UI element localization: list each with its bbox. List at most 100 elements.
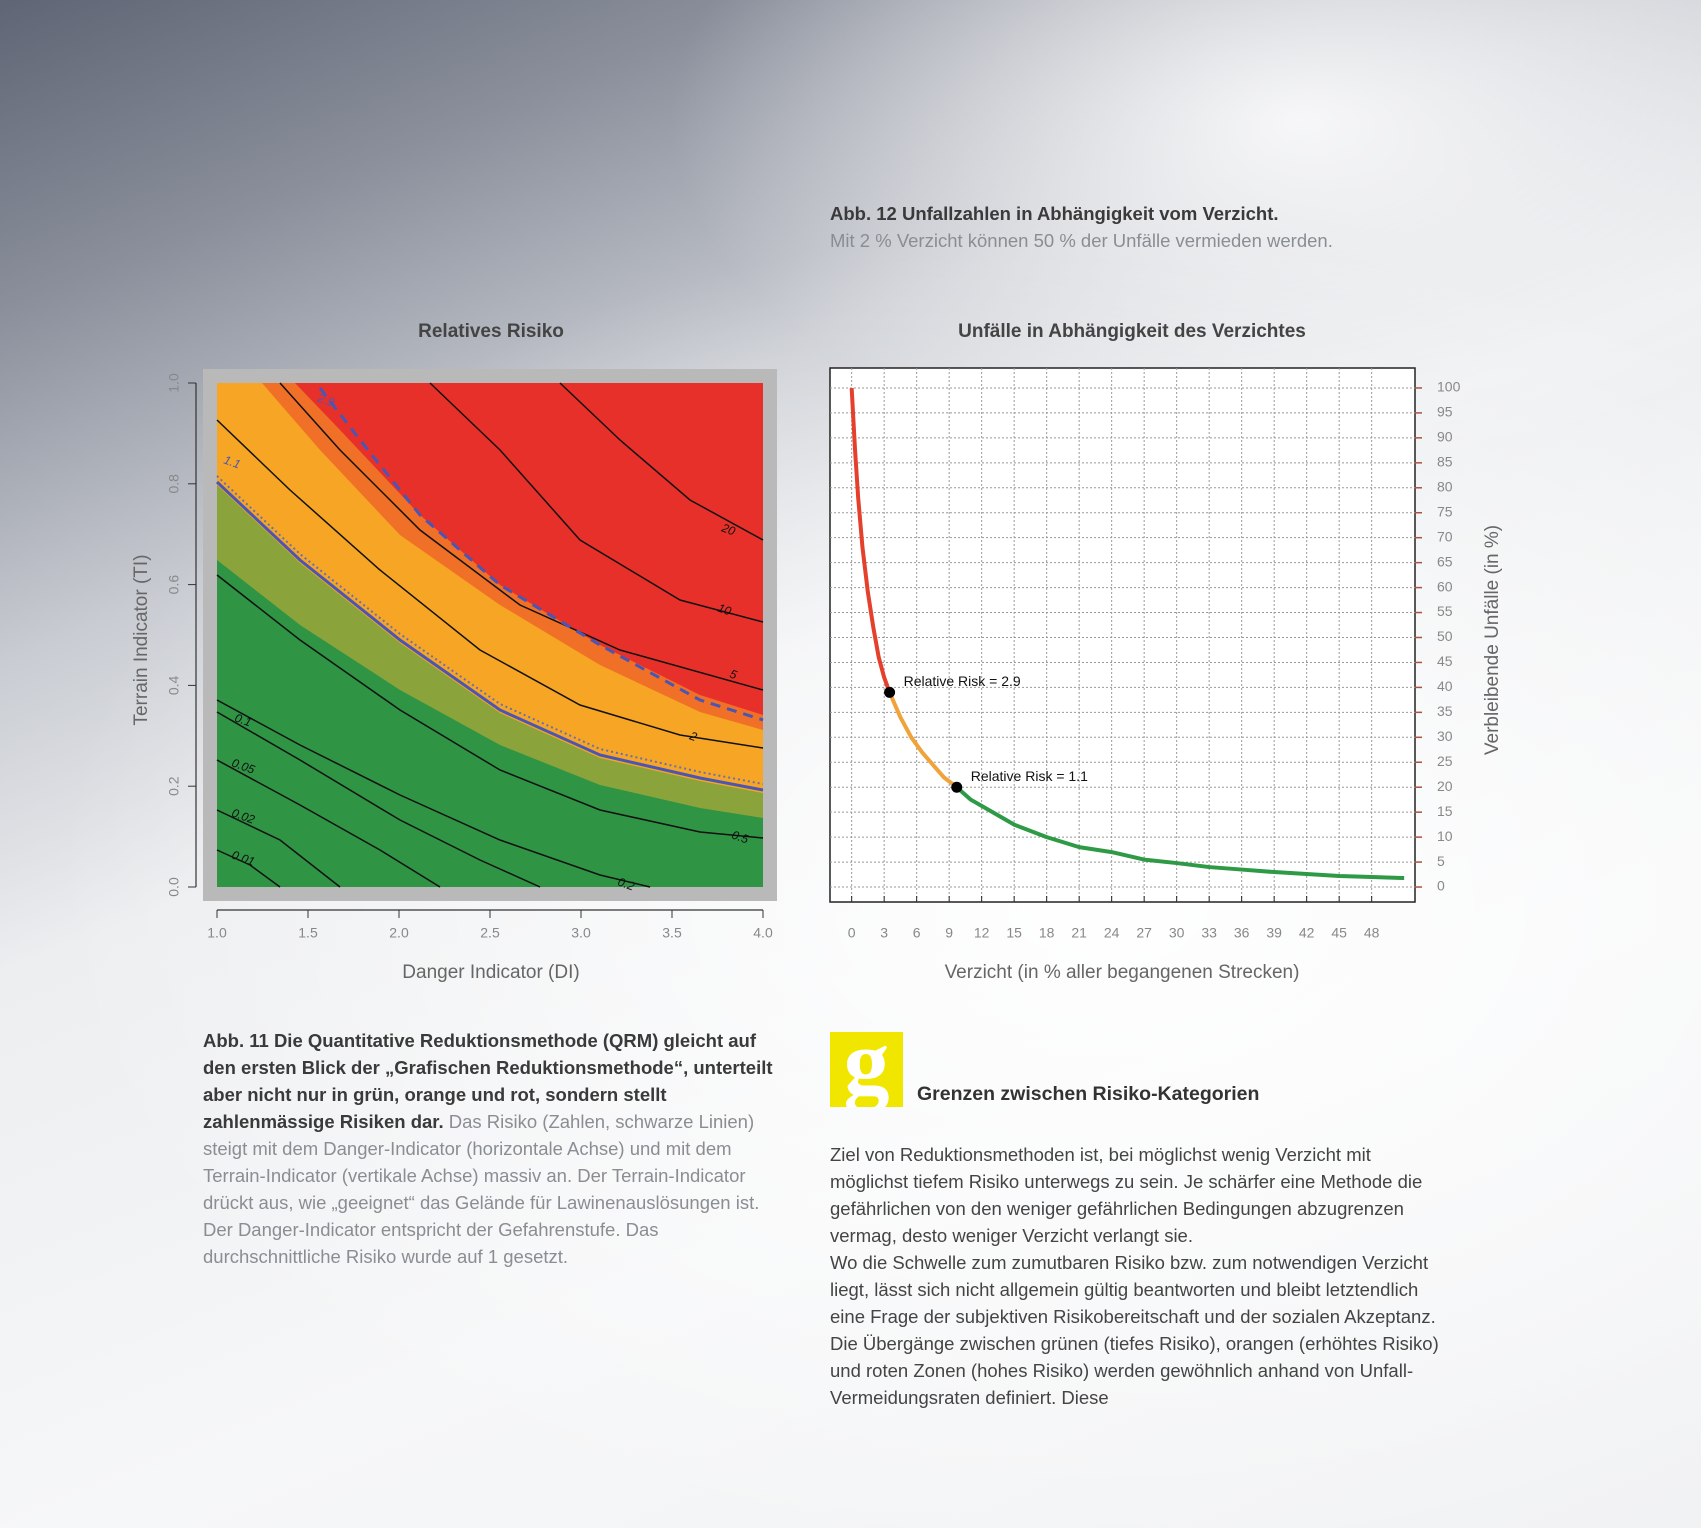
y-tick-label: 75: [1437, 503, 1453, 519]
contour-line: [216, 759, 441, 888]
y-tick-label: 5: [1437, 853, 1445, 869]
y-tick-label: 60: [1437, 578, 1453, 594]
contour-label: 0.1: [233, 711, 253, 730]
contour-label: 20: [719, 520, 738, 538]
contour-line: [216, 419, 764, 749]
contour-line: [216, 699, 651, 888]
x-tick-label: 36: [1234, 925, 1250, 941]
x-tick-label: 42: [1299, 925, 1315, 941]
x-tick-label: 6: [913, 925, 921, 941]
caption-label: Abb. 12 Unfallzahlen in Abhängigkeit vom…: [830, 203, 1279, 224]
x-tick-label: 0: [848, 925, 856, 941]
contour-line: [279, 382, 764, 691]
contour-line: [429, 382, 764, 623]
x-axis-label: Verzicht (in % aller begangenen Strecken…: [945, 962, 1300, 983]
y-tick-label: 45: [1437, 653, 1453, 669]
contour-label: 5: [728, 667, 739, 683]
contour-label: 2.9: [315, 390, 337, 409]
x-tick-label: 15: [1006, 925, 1022, 941]
x-tick-label: 27: [1136, 925, 1152, 941]
contour-line-dotted: [216, 475, 764, 785]
annotation-point: [884, 686, 896, 698]
y-tick-label: 50: [1437, 628, 1453, 644]
section-heading: Grenzen zwischen Risiko-Kategorien: [917, 1083, 1260, 1105]
contour-label: 1.1: [222, 453, 242, 472]
x-tick-label: 18: [1039, 925, 1055, 941]
contour-line: [559, 382, 764, 541]
y-tick-label: 15: [1437, 803, 1453, 819]
annotation-label: Relative Risk = 1.1: [971, 768, 1088, 784]
y-tick-label: 0.2: [166, 776, 182, 796]
y-tick-label: 35: [1437, 703, 1453, 719]
contour-line: [216, 711, 541, 888]
paragraph: Ziel von Reduktionsmethoden ist, bei mög…: [830, 1144, 1423, 1246]
contour-label: 0.2: [616, 875, 637, 894]
contour-label: 10: [716, 601, 734, 619]
x-tick-label: 48: [1364, 925, 1380, 941]
annotation-label: Relative Risk = 2.9: [904, 673, 1021, 689]
y-tick-label: 95: [1437, 404, 1453, 420]
chart-title: Relatives Risiko: [418, 321, 564, 342]
y-axis-label: Terrain Indicator (TI): [131, 554, 152, 725]
x-tick-label: 1.0: [207, 925, 227, 941]
caption-label: Abb. 11 Die Quantitative Reduktionsmetho…: [203, 1030, 773, 1132]
figure-11-caption: Abb. 11 Die Quantitative Reduktionsmetho…: [203, 1027, 788, 1270]
caption-text: Das Risiko (Zahlen, schwarze Linien) ste…: [203, 1111, 760, 1267]
x-tick-label: 1.5: [298, 925, 318, 941]
y-tick-label: 40: [1437, 678, 1453, 694]
contour-line: [216, 849, 281, 888]
x-axis-label: Danger Indicator (DI): [402, 962, 579, 983]
x-tick-label: 2.0: [389, 925, 409, 941]
data-line: [887, 691, 958, 789]
x-tick-label: 39: [1266, 925, 1282, 941]
data-line: [849, 387, 892, 694]
x-tick-label: 21: [1071, 925, 1087, 941]
x-tick-label: 12: [974, 925, 990, 941]
y-tick-label: 25: [1437, 753, 1453, 769]
contour-line: [215, 480, 764, 792]
y-tick-label: 0.8: [166, 474, 182, 494]
annotation-point: [951, 781, 963, 793]
caption-text: Mit 2 % Verzicht können 50 % der Unfälle…: [830, 230, 1333, 251]
y-tick-label: 55: [1437, 603, 1453, 619]
y-tick-label: 90: [1437, 429, 1453, 445]
y-tick-label: 0.6: [166, 575, 182, 595]
contour-label: 0.5: [730, 828, 751, 847]
low-risk-zone: [217, 560, 763, 887]
y-tick-label: 1.0: [166, 373, 182, 393]
y-tick-label: 80: [1437, 478, 1453, 494]
x-tick-label: 33: [1201, 925, 1217, 941]
y-tick-label: 30: [1437, 728, 1453, 744]
x-tick-label: 24: [1104, 925, 1120, 941]
y-tick-label: 100: [1437, 379, 1461, 395]
x-tick-label: 45: [1331, 925, 1347, 941]
y-tick-label: 65: [1437, 553, 1453, 569]
y-tick-label: 20: [1437, 778, 1453, 794]
y-tick-label: 85: [1437, 454, 1453, 470]
x-tick-label: 9: [945, 925, 953, 941]
section-body: Ziel von Reduktionsmethoden ist, bei mög…: [830, 1141, 1440, 1411]
x-tick-label: 2.5: [480, 925, 500, 941]
x-tick-label: 4.0: [753, 925, 773, 941]
contour-line: [216, 809, 341, 888]
y-tick-label: 0.4: [166, 675, 182, 695]
y-tick-label: 0.0: [166, 877, 182, 897]
contour-line: [216, 574, 764, 839]
y-tick-label: 0: [1437, 878, 1445, 894]
paragraph: Wo die Schwelle zum zumutbaren Risiko bz…: [830, 1252, 1439, 1408]
contour-line: [318, 387, 764, 722]
x-tick-label: 3.5: [662, 925, 682, 941]
x-tick-label: 3: [880, 925, 888, 941]
plot-area: [829, 367, 1416, 903]
x-tick-label: 3.0: [571, 925, 591, 941]
y-tick-label: 10: [1437, 828, 1453, 844]
section-initial: g: [830, 1032, 903, 1107]
chart-title: Unfälle in Abhängigkeit des Verzichtes: [958, 321, 1306, 342]
y-axis-label: Verbleibende Unfälle (in %): [1482, 525, 1503, 755]
data-line: [955, 785, 1405, 881]
x-tick-label: 30: [1169, 925, 1185, 941]
figure-12-caption: Abb. 12 Unfallzahlen in Abhängigkeit vom…: [830, 200, 1470, 254]
